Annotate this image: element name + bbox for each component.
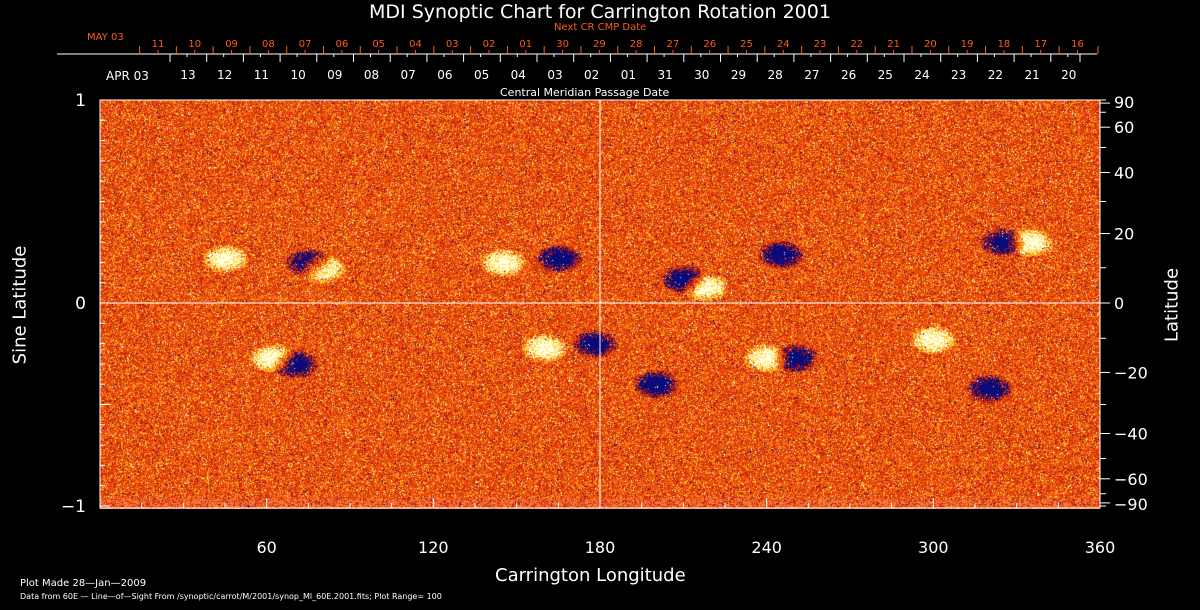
top-axis-day: 08: [262, 39, 275, 50]
mid-axis-day: 25: [878, 68, 893, 82]
mid-axis-day: 22: [988, 68, 1003, 82]
mid-axis-day: 07: [401, 68, 416, 82]
x-tick-label: 120: [418, 538, 449, 557]
mid-axis-day: 12: [217, 68, 232, 82]
top-axis-day: 17: [1034, 39, 1047, 50]
y-tick-label: 0: [75, 294, 86, 314]
top-axis-day: 03: [446, 39, 459, 50]
mid-axis-day: 23: [951, 68, 966, 82]
top-axis-day: 20: [924, 39, 937, 50]
mid-axis-day: 20: [1061, 68, 1076, 82]
x-tick-label: 300: [918, 538, 949, 557]
top-axis-start: MAY 03: [87, 32, 124, 43]
data-source: Data from 60E — Line—of—Sight From /syno…: [20, 592, 442, 601]
plot-made: Plot Made 28—Jan—2009: [20, 578, 147, 589]
lat-tick-label: 0: [1114, 294, 1124, 313]
mid-axis-start: APR 03: [106, 69, 149, 83]
top-axis-day: 30: [556, 39, 569, 50]
top-axis-label: Next CR CMP Date: [554, 22, 647, 33]
mid-axis-day: 06: [437, 68, 452, 82]
lat-tick-label: −20: [1114, 363, 1148, 382]
top-axis-day: 28: [630, 39, 643, 50]
chart-title: MDI Synoptic Chart for Carrington Rotati…: [369, 1, 831, 23]
top-axis-day: 24: [777, 39, 790, 50]
mid-axis-day: 03: [547, 68, 562, 82]
y-tick-label: −1: [61, 497, 86, 517]
top-axis-day: 27: [667, 39, 680, 50]
top-axis-day: 19: [961, 39, 974, 50]
x-tick-label: 60: [256, 538, 276, 557]
x-tick-label: 360: [1085, 538, 1116, 557]
x-tick-label: 180: [585, 538, 616, 557]
top-axis-day: 21: [887, 39, 900, 50]
lat-tick-label: 40: [1114, 164, 1134, 183]
top-axis-day: 10: [188, 39, 201, 50]
top-axis-day: 06: [336, 39, 349, 50]
mid-axis-day: 11: [254, 68, 269, 82]
mid-axis-day: 26: [841, 68, 856, 82]
x-tick-label: 240: [751, 538, 782, 557]
lat-tick-label: −60: [1114, 470, 1148, 489]
top-axis-day: 02: [483, 39, 496, 50]
mid-axis-day: 27: [804, 68, 819, 82]
mid-axis-day: 29: [731, 68, 746, 82]
top-axis-day: 09: [225, 39, 238, 50]
mid-axis-day: 01: [621, 68, 636, 82]
y-axis-label: Sine Latitude: [9, 245, 31, 365]
mid-axis-day: 21: [1024, 68, 1039, 82]
top-axis-day: 05: [372, 39, 385, 50]
top-axis-day: 07: [299, 39, 312, 50]
top-axis-day: 26: [703, 39, 716, 50]
lat-tick-label: −40: [1114, 424, 1148, 443]
lat-tick-label: 60: [1114, 118, 1134, 137]
mid-axis-day: 05: [474, 68, 489, 82]
lat-tick-label: 90: [1114, 93, 1134, 112]
lat-tick-label: −90: [1114, 495, 1148, 514]
mid-axis-day: 09: [327, 68, 342, 82]
y2-axis-label: Latitude: [1161, 267, 1183, 343]
top-axis-day: 22: [850, 39, 863, 50]
top-axis-day: 11: [152, 39, 165, 50]
top-axis-day: 25: [740, 39, 753, 50]
x-axis-label: Carrington Longitude: [495, 565, 686, 586]
mid-axis-day: 30: [694, 68, 709, 82]
top-axis-day: 04: [409, 39, 422, 50]
y-tick-label: 1: [75, 91, 86, 111]
top-axis-day: 16: [1071, 39, 1084, 50]
mid-axis-label: Central Meridian Passage Date: [500, 86, 670, 99]
lat-tick-label: 20: [1114, 225, 1134, 244]
mid-axis-day: 28: [768, 68, 783, 82]
mid-axis-day: 02: [584, 68, 599, 82]
mid-axis-day: 08: [364, 68, 379, 82]
mid-axis-day: 13: [180, 68, 195, 82]
top-axis-day: 29: [593, 39, 606, 50]
mid-axis-day: 10: [290, 68, 305, 82]
mid-axis-day: 31: [657, 68, 672, 82]
top-axis-day: 23: [814, 39, 827, 50]
mid-axis-day: 04: [511, 68, 526, 82]
top-axis-day: 18: [998, 39, 1011, 50]
mid-axis-day: 24: [914, 68, 929, 82]
top-axis-day: 01: [519, 39, 532, 50]
